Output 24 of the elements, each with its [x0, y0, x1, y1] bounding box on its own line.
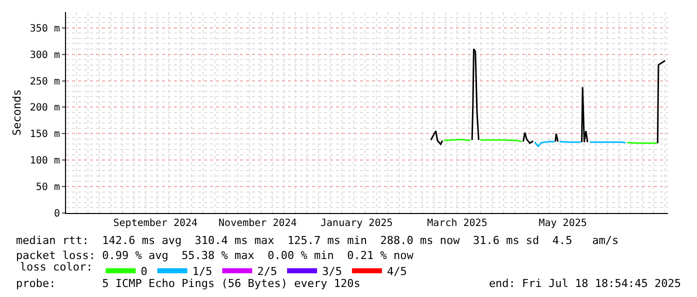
y-axis-title: Seconds: [10, 89, 24, 136]
text: end: Fri Jul 18 18:54:45 2025: [488, 277, 681, 290]
text: packet loss: 0.99 % avg 55.38 % max 0.00 % min 0.21 % now: [16, 249, 414, 262]
legend-label: 2/5: [257, 265, 278, 278]
legend-label: 3/5: [322, 265, 342, 278]
x-tick-label: January 2025: [320, 218, 393, 229]
text: probe: 5 ICMP Echo Pings (56 Bytes) every 120s: [16, 277, 360, 290]
x-tick-label: March 2025: [427, 218, 488, 229]
y-tick-label: 250 m: [30, 76, 60, 88]
x-tick-label: September 2024: [113, 218, 198, 229]
y-tick-label: 350 m: [30, 23, 60, 34]
y-tick-label: 150 m: [30, 129, 60, 140]
y-tick-label: 100 m: [30, 156, 60, 167]
legend-label: 4/5: [386, 265, 407, 278]
x-tick-label: November 2024: [218, 218, 297, 229]
text: median rtt: 142.6 ms avg 310.4 ms max 125.7 ms min 288.0 ms now 31.6 ms sd 4.5 am/s: [16, 234, 619, 247]
legend-label: 0: [140, 265, 148, 278]
y-tick-label: 200 m: [30, 102, 60, 114]
y-tick-label: 300 m: [30, 50, 60, 61]
legend-title: loss color:: [20, 260, 93, 274]
y-tick-label: 50 m: [36, 182, 60, 194]
legend-label: 1/5: [192, 265, 212, 278]
x-tick-label: May 2025: [538, 218, 587, 229]
y-tick-label: 0: [54, 208, 60, 220]
